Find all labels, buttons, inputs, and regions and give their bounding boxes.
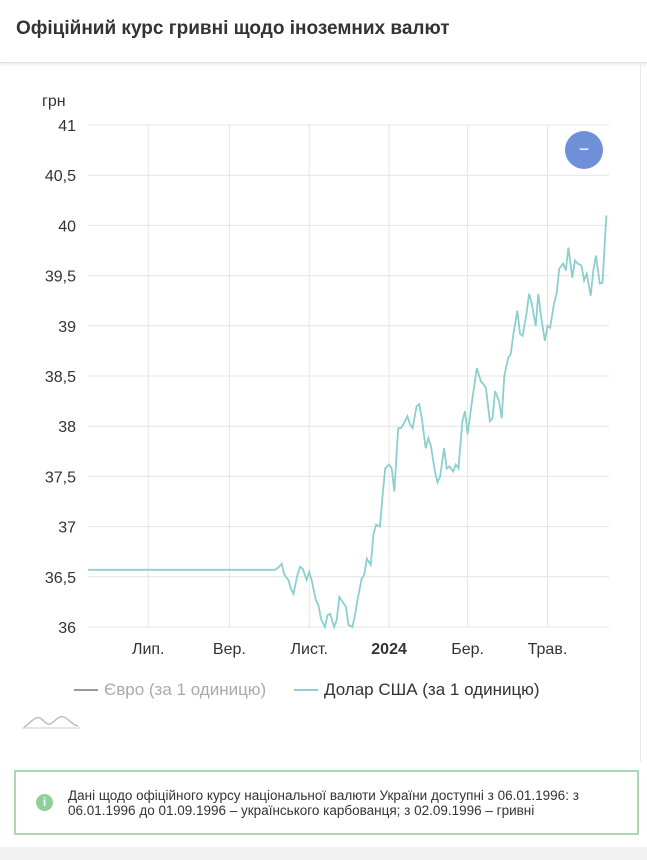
x-tick-label: Трав.	[528, 641, 568, 658]
usd-series-line	[88, 215, 608, 630]
y-tick-label: 37	[58, 520, 76, 537]
y-tick-label: 40	[58, 218, 76, 235]
x-tick-label: Вер.	[213, 641, 246, 658]
x-tick-label: 2024	[371, 641, 407, 658]
x-tick-label: Бер.	[451, 641, 484, 658]
euro-line-swatch	[74, 689, 98, 691]
y-tick-label: 39	[58, 319, 76, 336]
legend-item-usd[interactable]: Долар США (за 1 одиницю)	[294, 680, 540, 700]
y-tick-label: 36,5	[45, 570, 76, 587]
page-header: Офіційний курс гривні щодо іноземних вал…	[0, 0, 647, 63]
y-tick-label: 39,5	[45, 269, 76, 286]
y-tick-label: 38,5	[45, 369, 76, 386]
x-tick-label: Лип.	[132, 641, 165, 658]
y-axis-ticks: 41 40,5 40 39,5 39 38,5 38 37,5 37 36,5 36	[45, 118, 76, 637]
exchange-rate-chart: 41 40,5 40 39,5 39 38,5 38 37,5 37 36,5 36 Лип. Вер…	[42, 93, 609, 658]
y-tick-label: 36	[58, 620, 76, 637]
usd-line-swatch	[294, 689, 318, 691]
navigator-mini-chart-icon[interactable]	[22, 712, 82, 732]
y-axis-label: грн	[42, 93, 66, 110]
x-axis-ticks: Лип. Вер. Лист. 2024 Бер. Трав.	[132, 641, 567, 658]
x-tick-label: Лист.	[291, 641, 328, 658]
panel-border	[640, 62, 641, 762]
chart-legend: Євро (за 1 одиницю) Долар США (за 1 один…	[0, 680, 647, 706]
info-notice: i Дані щодо офіційного курсу національно…	[14, 770, 639, 835]
info-icon: i	[36, 794, 53, 811]
y-tick-label: 41	[58, 118, 76, 135]
y-tick-label: 37,5	[45, 469, 76, 486]
legend-item-euro[interactable]: Євро (за 1 одиницю)	[74, 680, 266, 700]
legend-usd-label: Долар США (за 1 одиницю)	[324, 680, 540, 699]
info-text: Дані щодо офіційного курсу національної …	[68, 788, 579, 818]
page-title: Офіційний курс гривні щодо іноземних вал…	[16, 18, 450, 39]
legend-euro-label: Євро (за 1 одиницю)	[104, 680, 267, 699]
y-tick-label: 40,5	[45, 168, 76, 185]
footer-strip	[0, 847, 647, 860]
collapse-button[interactable]: −	[565, 131, 603, 169]
y-tick-label: 38	[58, 419, 76, 436]
chart-grid	[88, 124, 609, 628]
